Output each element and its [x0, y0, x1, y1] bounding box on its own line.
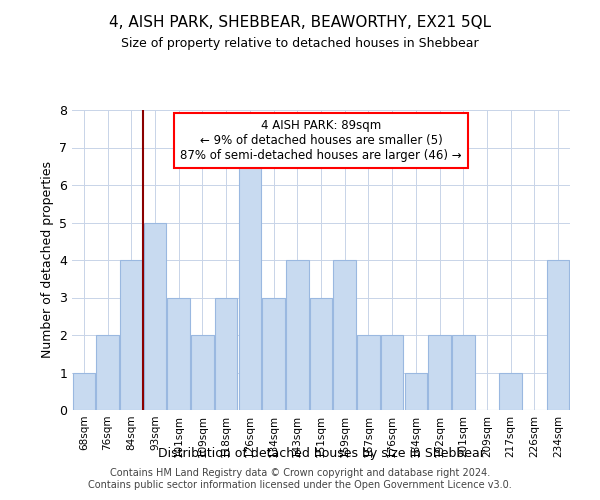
Bar [334, 260, 356, 410]
Text: 4 AISH PARK: 89sqm
← 9% of detached houses are smaller (5)
87% of semi-detached : 4 AISH PARK: 89sqm ← 9% of detached hous… [180, 119, 462, 162]
Bar [499, 372, 522, 410]
Bar [120, 260, 143, 410]
Bar [167, 298, 190, 410]
Bar [191, 335, 214, 410]
Text: 4, AISH PARK, SHEBBEAR, BEAWORTHY, EX21 5QL: 4, AISH PARK, SHEBBEAR, BEAWORTHY, EX21 … [109, 15, 491, 30]
Bar [286, 260, 308, 410]
Bar [547, 260, 569, 410]
Bar [215, 298, 238, 410]
Text: Distribution of detached houses by size in Shebbear: Distribution of detached houses by size … [158, 448, 484, 460]
Bar [310, 298, 332, 410]
Bar [452, 335, 475, 410]
Bar [428, 335, 451, 410]
Bar [239, 148, 261, 410]
Bar [357, 335, 380, 410]
Bar [404, 372, 427, 410]
Text: Size of property relative to detached houses in Shebbear: Size of property relative to detached ho… [121, 38, 479, 51]
Bar [262, 298, 285, 410]
Bar [381, 335, 403, 410]
Bar [144, 222, 166, 410]
Y-axis label: Number of detached properties: Number of detached properties [41, 162, 53, 358]
Bar [73, 372, 95, 410]
Bar [97, 335, 119, 410]
Text: Contains HM Land Registry data © Crown copyright and database right 2024.
Contai: Contains HM Land Registry data © Crown c… [88, 468, 512, 490]
